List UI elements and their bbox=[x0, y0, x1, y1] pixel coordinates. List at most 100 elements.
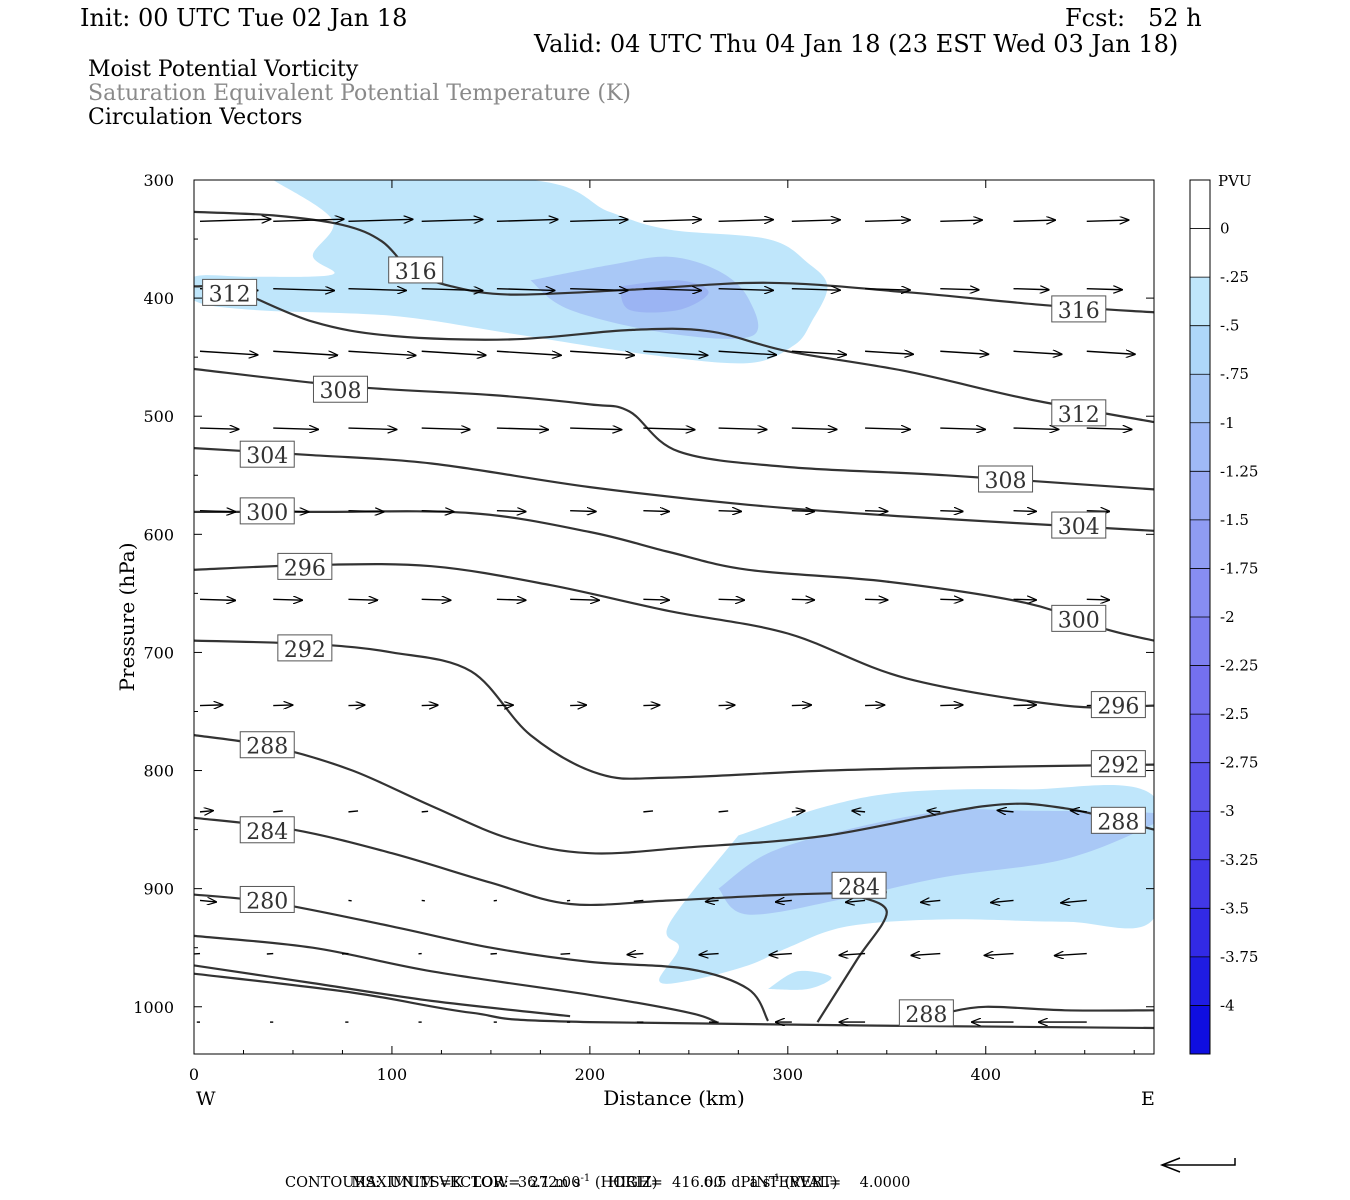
contour-label-box bbox=[1090, 691, 1146, 719]
circulation-vector bbox=[496, 219, 558, 221]
max-vector-line: MAXIMUM VECTOR: 36.1 m s-1 (HORIZ) 6.5 d… bbox=[342, 1157, 837, 1191]
reference-vector-arrow bbox=[1159, 1157, 1236, 1173]
colorbar-swatch bbox=[1190, 859, 1210, 909]
contour-label-text: 284 bbox=[838, 875, 880, 900]
y-tick-label: 1000 bbox=[133, 998, 174, 1017]
circulation-vector bbox=[1013, 511, 1036, 512]
circulation-vector bbox=[791, 705, 811, 706]
circulation-vector bbox=[643, 220, 701, 222]
circulation-vector bbox=[627, 954, 644, 955]
circulation-vector bbox=[199, 705, 222, 706]
y-tick-label: 700 bbox=[143, 643, 174, 662]
circulation-vector bbox=[940, 428, 985, 429]
contour-label-box bbox=[239, 440, 295, 468]
contour-label: 284 bbox=[239, 816, 295, 845]
contour-label-text: 288 bbox=[246, 735, 288, 760]
contour-label: 308 bbox=[978, 465, 1034, 494]
vector-field-label: Circulation Vectors bbox=[88, 105, 303, 130]
circulation-vector bbox=[718, 220, 773, 222]
circulation-vector bbox=[718, 599, 745, 600]
contour-label-box bbox=[1051, 511, 1107, 539]
circulation-vector bbox=[718, 511, 741, 512]
colorbar-tick-label: -3.25 bbox=[1220, 851, 1258, 869]
circulation-vector bbox=[940, 705, 962, 706]
max-vector-horizontal: 36.1 m s bbox=[517, 1174, 581, 1191]
circulation-vector bbox=[348, 705, 364, 706]
contour-label: 292 bbox=[1090, 750, 1146, 779]
colorbar-tick-label: 0 bbox=[1220, 220, 1230, 238]
circulation-vector bbox=[496, 511, 526, 512]
circulation-vector bbox=[718, 705, 735, 706]
contour-label-text: 316 bbox=[395, 260, 437, 285]
circulation-vector bbox=[643, 428, 694, 430]
y-tick-label: 300 bbox=[143, 171, 174, 190]
contour-label-text: 312 bbox=[1058, 403, 1100, 428]
colorbar-swatch bbox=[1190, 374, 1210, 424]
max-vector-vertical-unit: (VERT) bbox=[784, 1174, 838, 1191]
circulation-vector bbox=[791, 289, 840, 291]
x-axis-title: Distance (km) bbox=[603, 1086, 745, 1110]
contour-label-box bbox=[1090, 806, 1146, 834]
contour-label: 316 bbox=[1051, 295, 1107, 324]
colorbar-swatch bbox=[1190, 714, 1210, 764]
colorbar-tick-label: -2.5 bbox=[1220, 705, 1249, 723]
x-axis-west-label: W bbox=[196, 1088, 216, 1110]
colorbar-tick-label: -4 bbox=[1220, 996, 1235, 1014]
contour-label-box bbox=[202, 278, 258, 306]
circulation-vector bbox=[865, 705, 884, 706]
contour-label: 300 bbox=[239, 497, 295, 526]
contour-label: 284 bbox=[831, 871, 887, 900]
circulation-vector bbox=[570, 428, 621, 430]
contour-label-box bbox=[239, 885, 295, 913]
circulation-vector bbox=[199, 219, 270, 221]
contour-label-text: 316 bbox=[1058, 299, 1100, 324]
circulation-vector bbox=[791, 511, 814, 512]
colorbar-unit: PVU bbox=[1218, 172, 1252, 190]
colorbar-swatch bbox=[1190, 519, 1210, 569]
circulation-vector bbox=[273, 599, 302, 600]
contour-label: 288 bbox=[898, 999, 954, 1028]
theta-es-contour bbox=[194, 367, 1154, 491]
circulation-vector bbox=[348, 289, 406, 291]
colorbar-tick-label: -3.5 bbox=[1220, 899, 1249, 917]
y-tick-label: 600 bbox=[143, 525, 174, 544]
circulation-vector bbox=[273, 428, 318, 429]
contour-label-box bbox=[239, 816, 295, 844]
x-tick-label: 0 bbox=[189, 1065, 199, 1084]
colorbar-swatch bbox=[1190, 1005, 1210, 1055]
circulation-vector bbox=[496, 705, 513, 706]
theta-es-contour bbox=[816, 894, 888, 1023]
circulation-vector bbox=[348, 428, 396, 430]
contour-label-text: 296 bbox=[1097, 695, 1139, 720]
circulation-vector bbox=[791, 599, 814, 600]
circulation-vector bbox=[699, 954, 719, 955]
circulation-vector bbox=[194, 952, 201, 955]
contour-label-box bbox=[277, 634, 333, 662]
circulation-vector bbox=[643, 810, 654, 813]
valid-time: Valid: 04 UTC Thu 04 Jan 18 (23 EST Wed … bbox=[534, 30, 1179, 58]
y-tick-label: 800 bbox=[143, 762, 174, 781]
x-axis-east-label: E bbox=[1141, 1088, 1155, 1110]
contour-label-text: 288 bbox=[905, 1003, 947, 1028]
circulation-vector bbox=[570, 599, 599, 600]
circulation-vector bbox=[718, 289, 773, 291]
colorbar-swatch bbox=[1190, 811, 1210, 861]
contour-label-text: 304 bbox=[1058, 515, 1100, 540]
contour-label: 308 bbox=[312, 375, 368, 404]
colorbar-tick-label: -2.75 bbox=[1220, 754, 1258, 772]
contour-label-box bbox=[831, 871, 887, 899]
circulation-vector bbox=[991, 900, 1014, 902]
colorbar-swatch bbox=[1190, 422, 1210, 472]
circulation-vector bbox=[865, 289, 910, 290]
contour-label: 304 bbox=[239, 440, 295, 469]
circulation-vector bbox=[706, 900, 719, 901]
colorbar-tick-label: -1 bbox=[1220, 414, 1235, 432]
circulation-vector bbox=[199, 511, 235, 512]
circulation-vector bbox=[865, 511, 887, 512]
circulation-vector bbox=[199, 428, 238, 429]
forecast-hour: Fcst: 52 h bbox=[1065, 4, 1202, 32]
init-time: Init: 00 UTC Tue 02 Jan 18 bbox=[80, 4, 408, 32]
circulation-vector bbox=[273, 350, 337, 355]
circulation-vector bbox=[273, 219, 343, 221]
contour-label-box bbox=[978, 465, 1034, 493]
